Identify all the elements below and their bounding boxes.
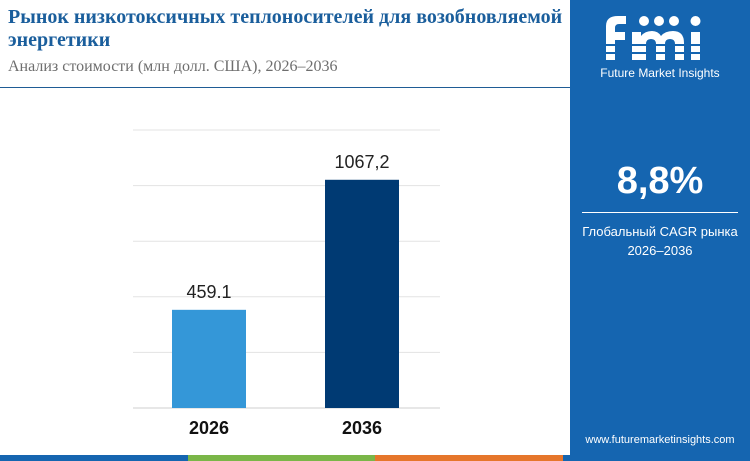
category-label-2026: 2026 [189, 418, 229, 438]
fmi-logo-icon [596, 16, 724, 60]
bar-chart: 459.1 1067,2 2026 2036 [133, 129, 440, 438]
cagr-label: Глобальный CAGR рынка 2026–2036 [570, 222, 750, 260]
sidebar: Future Market Insights 8,8% Глобальный C… [570, 0, 750, 461]
strip-segment [0, 455, 188, 461]
bottom-color-strip [0, 455, 750, 461]
header-divider [0, 87, 570, 88]
bar-2036 [325, 179, 399, 408]
strip-segment [562, 455, 750, 461]
bar-2026 [172, 309, 246, 408]
page-title: Рынок низкотоксичных теплоносителей для … [8, 6, 563, 51]
website-link[interactable]: www.futuremarketinsights.com [585, 434, 735, 446]
page-subtitle: Анализ стоимости (млн долл. США), 2026–2… [8, 58, 338, 75]
cagr-divider [582, 212, 738, 213]
strip-segment [375, 455, 563, 461]
cagr-value: 8,8% [616, 160, 704, 202]
value-label-2026: 459.1 [186, 282, 231, 302]
brand-name: Future Market Insights [600, 66, 720, 80]
category-label-2036: 2036 [342, 418, 382, 438]
cagr-label-line1: Глобальный CAGR рынка [582, 224, 738, 239]
strip-segment [187, 455, 375, 461]
category-labels: 2026 2036 [189, 418, 382, 438]
bars [172, 179, 399, 408]
cagr-label-line2: 2026–2036 [627, 243, 693, 258]
value-labels: 459.1 1067,2 [186, 152, 389, 302]
value-label-2036: 1067,2 [334, 152, 389, 172]
